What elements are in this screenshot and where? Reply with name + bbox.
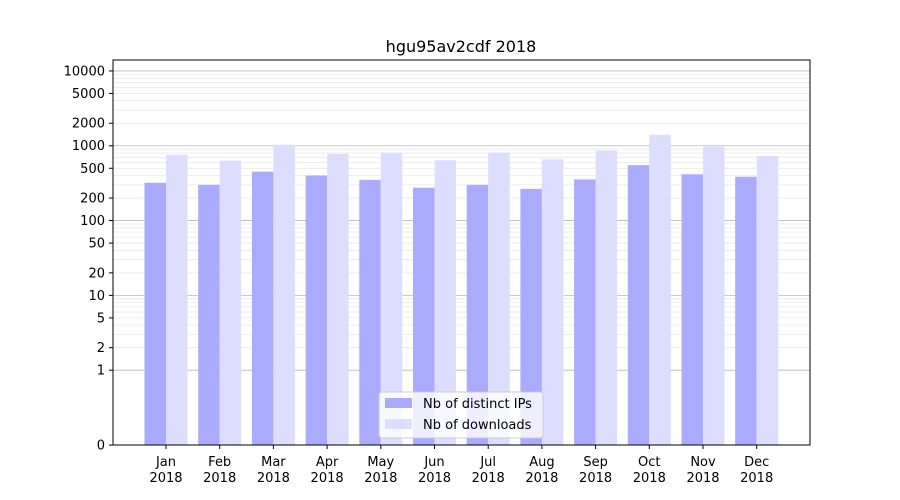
bar-downloads-9 — [595, 150, 618, 445]
x-tick-label: Feb 2018 — [203, 455, 236, 486]
x-tick-label: Dec 2018 — [740, 455, 773, 486]
bar-downloads-10 — [649, 134, 671, 445]
legend-label: Nb of distinct IPs — [423, 397, 532, 412]
chart-title: hgu95av2cdf 2018 — [386, 37, 537, 56]
x-axis: Jan 2018 Feb 2018 Mar 2018 Apr 2018 May 2018 Jun 20… — [149, 445, 773, 486]
y-tick-label: 5 — [97, 311, 105, 326]
bar-downloads-5 — [380, 152, 403, 445]
legend-box — [378, 391, 544, 439]
bar-downloads-6 — [434, 160, 456, 445]
y-tick-label: 100 — [80, 214, 105, 229]
x-tick-label: Nov 2018 — [686, 455, 719, 486]
x-tick-label: May 2018 — [364, 455, 397, 486]
bar-downloads-3 — [273, 144, 295, 445]
bar-downloads-12 — [756, 155, 779, 445]
y-tick-label: 1 — [97, 364, 105, 379]
x-tick-label: Sep 2018 — [579, 455, 612, 486]
x-tick-label: Oct 2018 — [633, 455, 666, 486]
bars — [144, 134, 779, 446]
bar-downloads-1 — [166, 154, 188, 445]
x-tick-label: Jul 2018 — [472, 455, 505, 486]
bar-distinct-ips-7 — [466, 184, 489, 445]
legend: Nb of distinct IPs Nb of downloads — [378, 391, 544, 439]
bar-distinct-ips-1 — [144, 182, 166, 445]
bar-distinct-ips-6 — [413, 187, 435, 445]
x-tick-label: Jan 2018 — [149, 455, 182, 486]
y-tick-label: 2000 — [72, 117, 105, 132]
x-tick-label: Aug 2018 — [525, 455, 558, 486]
y-axis: 0 1 2 5 10 20 50 100 200 500 1000 2000 5000 10000 — [64, 64, 113, 454]
bar-distinct-ips-10 — [627, 165, 650, 445]
y-tick-label: 5000 — [72, 87, 105, 102]
y-tick-label: 50 — [88, 237, 105, 252]
bar-downloads-8 — [541, 159, 564, 445]
y-tick-label: 10 — [88, 289, 105, 304]
y-tick-label: 10000 — [64, 64, 105, 79]
x-tick-label: Jun 2018 — [418, 455, 451, 486]
bar-distinct-ips-9 — [574, 179, 596, 445]
bar-distinct-ips-2 — [198, 184, 220, 445]
plot-frame — [112, 59, 811, 446]
legend-swatch — [385, 398, 412, 408]
bar-downloads-2 — [219, 160, 242, 445]
bar-downloads-11 — [703, 146, 725, 445]
bar-distinct-ips-5 — [359, 179, 381, 445]
legend-swatch — [385, 419, 412, 429]
y-tick-label: 1000 — [72, 139, 105, 154]
legend-label: Nb of downloads — [423, 418, 532, 433]
y-tick-label: 2 — [97, 341, 105, 356]
bar-downloads-4 — [327, 153, 349, 445]
x-tick-label: Mar 2018 — [257, 455, 290, 486]
bar-downloads-7 — [488, 152, 510, 445]
y-tick-label: 0 — [97, 439, 105, 454]
y-tick-label: 20 — [88, 266, 105, 281]
x-tick-label: Apr 2018 — [311, 455, 344, 486]
bar-distinct-ips-11 — [681, 174, 703, 446]
bar-distinct-ips-4 — [305, 175, 328, 445]
bar-distinct-ips-12 — [735, 176, 757, 445]
y-tick-label: 500 — [80, 162, 105, 177]
y-tick-label: 200 — [80, 192, 105, 207]
bar-distinct-ips-3 — [251, 171, 274, 445]
bar-distinct-ips-8 — [520, 188, 542, 445]
